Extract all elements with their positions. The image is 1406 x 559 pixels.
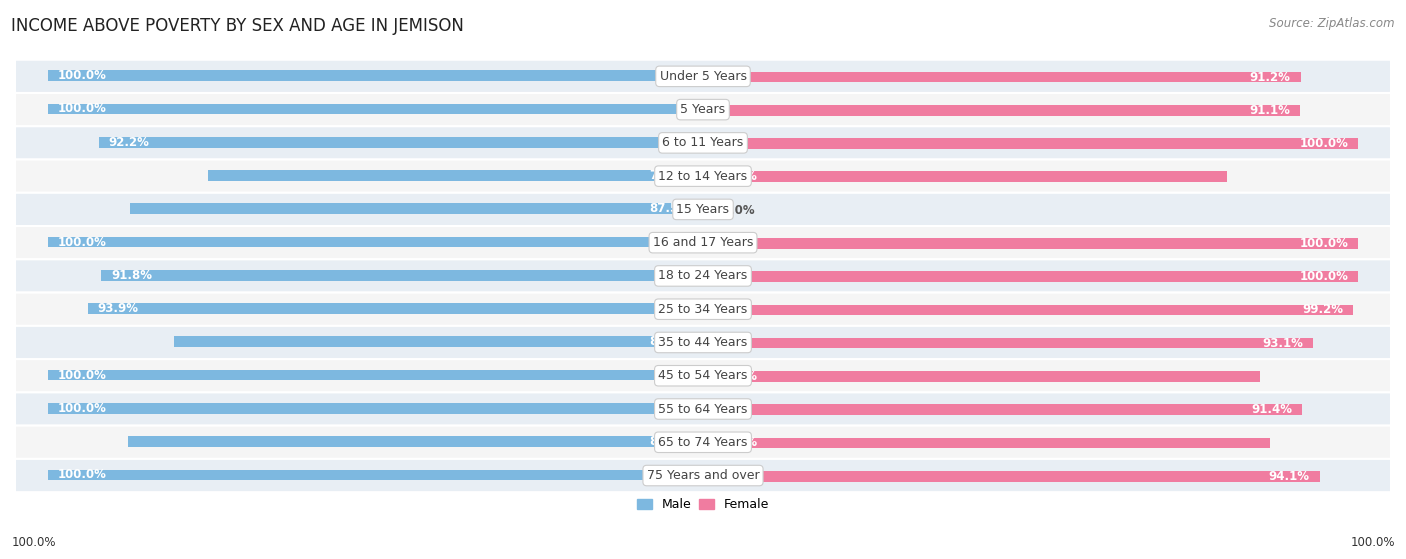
- Text: 87.8%: 87.8%: [650, 435, 690, 448]
- Text: 18 to 24 Years: 18 to 24 Years: [658, 269, 748, 282]
- Bar: [128, 436, 703, 447]
- Text: 80.0%: 80.0%: [716, 170, 756, 183]
- Text: 100.0%: 100.0%: [58, 468, 107, 481]
- Text: 45 to 54 Years: 45 to 54 Years: [658, 369, 748, 382]
- FancyBboxPatch shape: [15, 326, 1391, 359]
- FancyBboxPatch shape: [15, 126, 1391, 159]
- Text: 91.1%: 91.1%: [1249, 104, 1291, 117]
- Text: Under 5 Years: Under 5 Years: [659, 70, 747, 83]
- Text: 15 Years: 15 Years: [676, 203, 730, 216]
- FancyBboxPatch shape: [15, 392, 1391, 425]
- Text: 86.5%: 86.5%: [716, 437, 758, 449]
- Text: 91.2%: 91.2%: [1250, 70, 1291, 83]
- Text: 100.0%: 100.0%: [1299, 237, 1348, 250]
- Bar: [48, 103, 703, 114]
- Bar: [129, 203, 703, 214]
- Text: INCOME ABOVE POVERTY BY SEX AND AGE IN JEMISON: INCOME ABOVE POVERTY BY SEX AND AGE IN J…: [11, 17, 464, 35]
- FancyBboxPatch shape: [15, 60, 1391, 93]
- Text: 91.8%: 91.8%: [111, 269, 152, 282]
- FancyBboxPatch shape: [15, 226, 1391, 259]
- Bar: [48, 236, 703, 247]
- Bar: [87, 303, 703, 314]
- Text: 0.0%: 0.0%: [723, 203, 755, 216]
- Text: 80.8%: 80.8%: [650, 335, 690, 348]
- Text: 100.0%: 100.0%: [1350, 536, 1395, 549]
- FancyBboxPatch shape: [15, 159, 1391, 193]
- Bar: [703, 72, 1301, 82]
- Bar: [98, 137, 703, 148]
- Text: 75.5%: 75.5%: [650, 169, 690, 182]
- Text: 100.0%: 100.0%: [1299, 137, 1348, 150]
- Text: 100.0%: 100.0%: [58, 69, 107, 82]
- Bar: [703, 305, 1353, 315]
- FancyBboxPatch shape: [15, 93, 1391, 126]
- Bar: [173, 337, 703, 347]
- Text: 100.0%: 100.0%: [58, 368, 107, 382]
- Text: 6 to 11 Years: 6 to 11 Years: [662, 136, 744, 149]
- Text: 100.0%: 100.0%: [11, 536, 56, 549]
- Text: 87.5%: 87.5%: [650, 202, 690, 215]
- Bar: [48, 470, 703, 480]
- Bar: [703, 105, 1301, 116]
- Bar: [703, 371, 1260, 382]
- Text: 55 to 64 Years: 55 to 64 Years: [658, 402, 748, 415]
- Text: 35 to 44 Years: 35 to 44 Years: [658, 336, 748, 349]
- Bar: [703, 238, 1358, 249]
- Text: 85.0%: 85.0%: [716, 370, 756, 383]
- FancyBboxPatch shape: [15, 425, 1391, 459]
- FancyBboxPatch shape: [15, 193, 1391, 226]
- FancyBboxPatch shape: [15, 359, 1391, 392]
- FancyBboxPatch shape: [15, 292, 1391, 326]
- Bar: [101, 270, 703, 281]
- Bar: [703, 471, 1320, 481]
- Text: 100.0%: 100.0%: [58, 402, 107, 415]
- Text: 5 Years: 5 Years: [681, 103, 725, 116]
- Text: 99.2%: 99.2%: [1302, 304, 1343, 316]
- Bar: [48, 369, 703, 380]
- Bar: [703, 138, 1358, 149]
- Text: 93.1%: 93.1%: [1263, 337, 1303, 349]
- Text: 100.0%: 100.0%: [1299, 270, 1348, 283]
- Bar: [703, 172, 1227, 182]
- Bar: [208, 170, 703, 181]
- Text: Source: ZipAtlas.com: Source: ZipAtlas.com: [1270, 17, 1395, 30]
- FancyBboxPatch shape: [15, 259, 1391, 292]
- Text: 16 and 17 Years: 16 and 17 Years: [652, 236, 754, 249]
- Text: 12 to 14 Years: 12 to 14 Years: [658, 169, 748, 183]
- Text: 75 Years and over: 75 Years and over: [647, 469, 759, 482]
- Text: 25 to 34 Years: 25 to 34 Years: [658, 303, 748, 316]
- Bar: [48, 70, 703, 81]
- Legend: Male, Female: Male, Female: [631, 493, 775, 516]
- Text: 93.9%: 93.9%: [97, 302, 139, 315]
- Bar: [703, 338, 1313, 348]
- Bar: [703, 404, 1302, 415]
- Text: 94.1%: 94.1%: [1268, 470, 1310, 483]
- Bar: [703, 271, 1358, 282]
- Text: 65 to 74 Years: 65 to 74 Years: [658, 436, 748, 449]
- FancyBboxPatch shape: [15, 459, 1391, 492]
- Text: 92.2%: 92.2%: [108, 136, 149, 149]
- Text: 91.4%: 91.4%: [1251, 403, 1292, 416]
- Bar: [48, 403, 703, 414]
- Text: 100.0%: 100.0%: [58, 235, 107, 249]
- Bar: [703, 438, 1270, 448]
- Text: 100.0%: 100.0%: [58, 102, 107, 116]
